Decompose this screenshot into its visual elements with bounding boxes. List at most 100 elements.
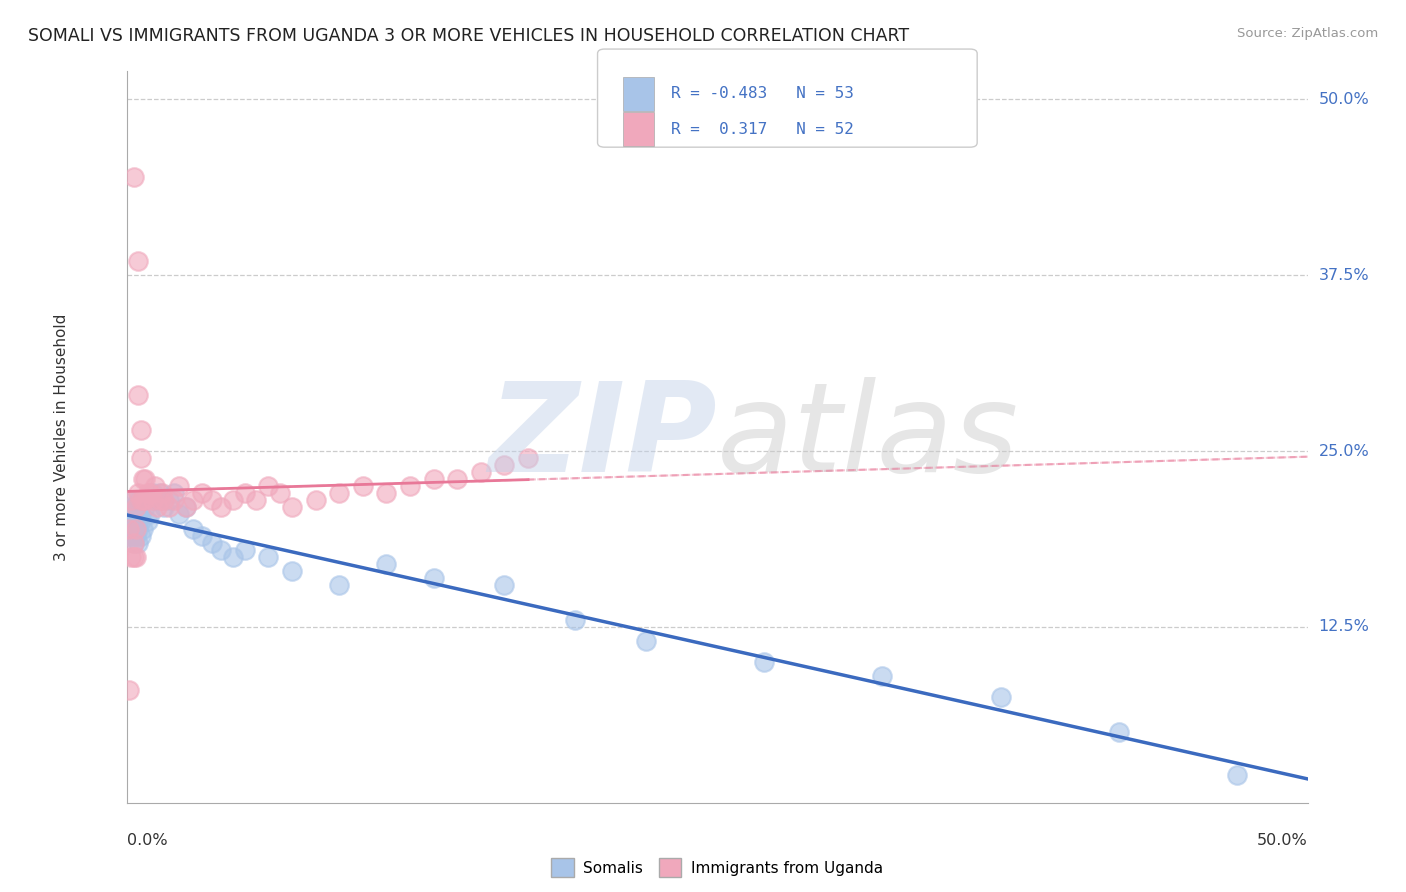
Text: R = -0.483   N = 53: R = -0.483 N = 53 xyxy=(671,87,853,101)
Text: 12.5%: 12.5% xyxy=(1319,619,1369,634)
Point xyxy=(132,493,155,508)
Point xyxy=(149,493,172,508)
Point xyxy=(157,493,180,508)
Point xyxy=(181,493,204,508)
Point xyxy=(120,521,142,535)
Point xyxy=(146,500,169,515)
Point xyxy=(120,508,142,522)
Point xyxy=(134,493,156,508)
Point xyxy=(153,493,176,508)
Point xyxy=(1108,725,1130,739)
Point xyxy=(304,493,326,508)
Text: 25.0%: 25.0% xyxy=(1319,443,1369,458)
Point xyxy=(129,493,152,508)
Point xyxy=(139,486,162,500)
Point xyxy=(872,669,894,683)
Legend: Somalis, Immigrants from Uganda: Somalis, Immigrants from Uganda xyxy=(546,852,889,883)
Text: Source: ZipAtlas.com: Source: ZipAtlas.com xyxy=(1237,27,1378,40)
Point xyxy=(118,521,141,535)
Point xyxy=(136,515,159,529)
Point xyxy=(125,515,148,529)
Point xyxy=(422,472,444,486)
Point xyxy=(352,479,374,493)
Point xyxy=(181,521,204,535)
Point xyxy=(120,493,142,508)
Text: 3 or more Vehicles in Household: 3 or more Vehicles in Household xyxy=(53,313,69,561)
Point xyxy=(167,479,190,493)
Point xyxy=(245,493,267,508)
Point xyxy=(222,549,245,564)
Point xyxy=(233,486,256,500)
Point xyxy=(149,486,172,500)
Point xyxy=(125,500,148,515)
Point xyxy=(132,493,155,508)
Point xyxy=(564,613,586,627)
Point xyxy=(209,500,232,515)
Point xyxy=(200,493,222,508)
Point xyxy=(167,508,190,522)
Text: 50.0%: 50.0% xyxy=(1257,833,1308,848)
Text: 0.0%: 0.0% xyxy=(127,833,167,848)
Point xyxy=(122,535,145,549)
Point xyxy=(129,528,152,542)
Point xyxy=(120,549,142,564)
Point xyxy=(174,500,197,515)
Point xyxy=(157,500,180,515)
Point xyxy=(122,549,145,564)
Point xyxy=(191,528,214,542)
Point xyxy=(122,528,145,542)
Text: 37.5%: 37.5% xyxy=(1319,268,1369,283)
Point xyxy=(328,578,350,592)
Point xyxy=(134,472,156,486)
Point xyxy=(129,508,152,522)
Point xyxy=(122,515,145,529)
Point xyxy=(141,486,163,500)
Point xyxy=(127,388,149,402)
Point xyxy=(257,479,280,493)
Point xyxy=(494,578,516,592)
Point xyxy=(122,493,145,508)
Point xyxy=(200,535,222,549)
Point xyxy=(153,500,176,515)
Point xyxy=(269,486,291,500)
Point xyxy=(143,479,166,493)
Point xyxy=(990,690,1012,705)
Point xyxy=(174,500,197,515)
Point xyxy=(328,486,350,500)
Point xyxy=(222,493,245,508)
Point xyxy=(122,535,145,549)
Point xyxy=(132,521,155,535)
Text: 50.0%: 50.0% xyxy=(1319,92,1369,107)
Point xyxy=(132,472,155,486)
Point xyxy=(143,493,166,508)
Point xyxy=(399,479,422,493)
Point xyxy=(122,521,145,535)
Point xyxy=(118,683,141,698)
Point xyxy=(136,486,159,500)
Point xyxy=(375,486,398,500)
Point xyxy=(163,493,186,508)
Point xyxy=(120,500,142,515)
Point xyxy=(139,508,162,522)
Point xyxy=(470,465,492,479)
Point xyxy=(1226,767,1249,781)
Point xyxy=(127,521,149,535)
Point xyxy=(754,655,776,669)
Point xyxy=(127,535,149,549)
Point xyxy=(150,486,173,500)
Point xyxy=(422,571,444,585)
Point xyxy=(446,472,468,486)
Point xyxy=(375,557,398,571)
Point xyxy=(233,542,256,557)
Point xyxy=(134,500,156,515)
Point xyxy=(122,169,145,184)
Point xyxy=(125,549,148,564)
Text: atlas: atlas xyxy=(717,376,1019,498)
Point xyxy=(118,528,141,542)
Point xyxy=(191,486,214,500)
Point xyxy=(209,542,232,557)
Point xyxy=(129,515,152,529)
Point xyxy=(163,486,186,500)
Text: SOMALI VS IMMIGRANTS FROM UGANDA 3 OR MORE VEHICLES IN HOUSEHOLD CORRELATION CHA: SOMALI VS IMMIGRANTS FROM UGANDA 3 OR MO… xyxy=(28,27,910,45)
Point xyxy=(125,521,148,535)
